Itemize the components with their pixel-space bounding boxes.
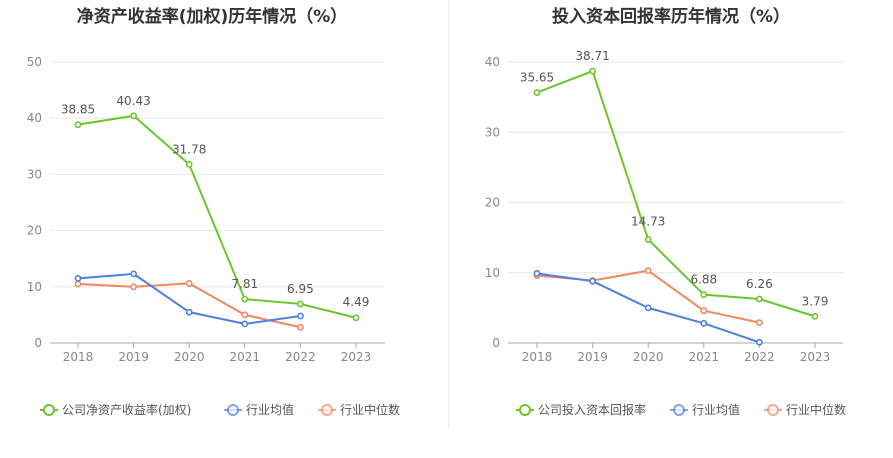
data-point: [700, 319, 708, 327]
y-tick-label: 0: [492, 336, 500, 350]
data-point: [241, 295, 249, 303]
legend-label: 行业均值: [692, 402, 740, 417]
series-line-1: [536, 70, 816, 318]
data-point: [644, 236, 652, 243]
data-label: 40.43: [116, 94, 150, 108]
legend-marker: [227, 404, 239, 416]
x-tick-label: 2022: [285, 350, 316, 364]
data-point: [589, 67, 596, 75]
data-label: 6.88: [690, 273, 717, 287]
x-tick-label: 2021: [689, 350, 720, 364]
data-point: [644, 304, 652, 312]
x-tick-label: 2020: [174, 350, 205, 364]
chart-title: 投入资本回报率历年情况（%）: [552, 6, 790, 27]
data-point: [811, 312, 819, 320]
data-point: [185, 280, 193, 287]
data-point: [644, 267, 652, 275]
y-tick-label: 50: [27, 55, 42, 69]
data-point: [700, 307, 708, 315]
x-tick-label: 2023: [800, 350, 831, 364]
x-tick-label: 2019: [118, 350, 149, 364]
y-tick-label: 20: [485, 196, 500, 210]
data-point: [130, 283, 137, 291]
data-label: 31.78: [172, 142, 206, 156]
legend-label: 行业均值: [246, 402, 294, 417]
data-point: [756, 319, 763, 327]
legend-marker: [673, 404, 685, 416]
data-point: [241, 320, 249, 328]
legend-marker: [767, 404, 779, 416]
data-point: [74, 121, 82, 129]
y-tick-label: 40: [485, 55, 500, 69]
x-tick-label: 2020: [633, 350, 664, 364]
data-point: [533, 270, 541, 277]
x-tick-label: 2022: [744, 350, 775, 364]
legend-label: 公司净资产收益率(加权): [62, 402, 191, 417]
data-label: 38.85: [61, 103, 95, 117]
data-label: 3.79: [802, 294, 829, 308]
data-point: [74, 274, 82, 282]
y-tick-label: 0: [34, 336, 42, 350]
y-tick-label: 20: [27, 224, 42, 238]
data-point: [533, 89, 541, 96]
legend-marker: [43, 404, 55, 416]
data-point: [130, 270, 137, 278]
data-label: 7.81: [231, 277, 258, 291]
x-tick-label: 2018: [63, 350, 94, 364]
data-point: [296, 312, 304, 320]
data-point: [74, 280, 82, 288]
legend-marker: [519, 404, 531, 416]
x-tick-label: 2023: [341, 350, 372, 364]
chart-panel-2: 投入资本回报率历年情况（%） 0 10 20 30 40 2018 2019 2020 2021 2…: [485, 6, 846, 417]
data-label: 38.71: [575, 49, 609, 63]
data-point: [296, 323, 304, 331]
panel-divider: [448, 0, 449, 430]
data-label: 35.65: [520, 71, 554, 85]
data-point: [185, 308, 193, 316]
data-label: 4.49: [343, 295, 370, 309]
legend-label: 行业中位数: [786, 402, 846, 417]
data-point: [185, 160, 193, 168]
chart-title: 净资产收益率(加权)历年情况（%）: [77, 6, 348, 27]
y-tick-label: 10: [485, 266, 500, 280]
data-point: [130, 112, 137, 120]
y-tick-label: 30: [485, 125, 500, 139]
x-tick-label: 2021: [230, 350, 261, 364]
data-point: [296, 300, 304, 308]
data-label: 14.73: [631, 215, 665, 229]
y-tick-label: 30: [27, 167, 42, 181]
data-point: [756, 338, 763, 346]
x-tick-label: 2019: [577, 350, 608, 364]
data-point: [352, 314, 360, 322]
data-label: 6.95: [287, 282, 314, 296]
data-point: [756, 295, 763, 303]
data-point: [589, 277, 596, 285]
data-point: [241, 311, 249, 319]
x-tick-label: 2018: [522, 350, 553, 364]
legend-label: 行业中位数: [340, 402, 400, 417]
y-tick-label: 10: [27, 280, 42, 294]
data-label: 6.26: [746, 277, 773, 291]
data-point: [700, 291, 708, 299]
legend-label: 公司投入资本回报率: [538, 402, 646, 417]
y-tick-label: 40: [27, 111, 42, 125]
legend-marker: [321, 404, 333, 416]
series-line-1: [77, 114, 357, 319]
chart-panel-1: 净资产收益率(加权)历年情况（%） 0 10 20 30 40 50 2018 2019 2020…: [27, 6, 400, 417]
